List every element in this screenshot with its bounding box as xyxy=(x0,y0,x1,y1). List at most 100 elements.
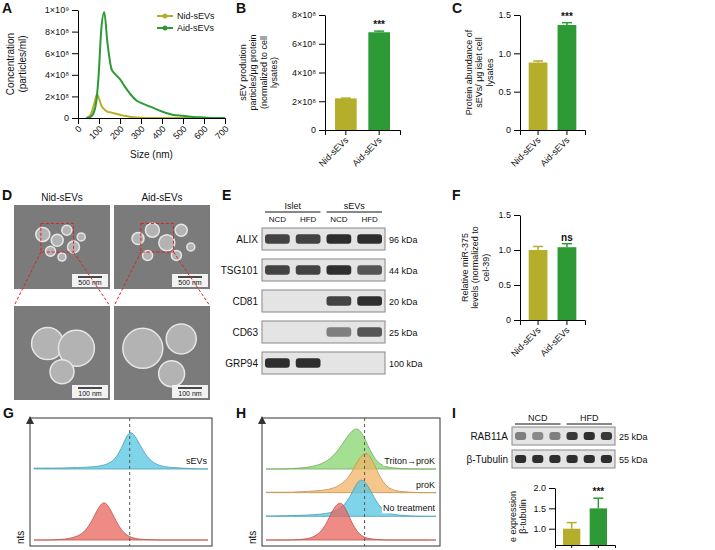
series-label: proK xyxy=(416,480,435,490)
tick-mark xyxy=(204,118,205,124)
zoom-line xyxy=(114,252,141,306)
scale-bar-patch xyxy=(72,274,108,287)
tick: Nid-sEVs xyxy=(509,130,543,169)
histogram-area xyxy=(266,454,436,493)
group-line xyxy=(327,212,383,213)
lane-label: HFD xyxy=(300,215,317,224)
vesicle xyxy=(58,253,66,261)
tick-mark xyxy=(183,118,184,124)
y-axis-title: Concentration(particles/ml) xyxy=(5,33,28,95)
axis-line xyxy=(555,489,556,546)
tick-mark xyxy=(514,250,520,251)
plot-area xyxy=(266,418,436,546)
group-label: HFD xyxy=(580,413,599,423)
tick: 0 xyxy=(73,118,84,134)
y-axis: 00.51.01.5 xyxy=(498,210,520,325)
legend: Nid-sEVs Aid-sEVs xyxy=(157,11,215,33)
band xyxy=(327,234,352,244)
legend-label: Nid-sEVs xyxy=(177,11,215,21)
tick-mark xyxy=(538,130,539,135)
axis-line xyxy=(325,16,326,131)
tick-mark xyxy=(566,130,567,135)
tick-mark xyxy=(120,118,121,124)
group-label: NCD xyxy=(528,413,548,423)
axis-line xyxy=(521,321,586,326)
tick-mark xyxy=(78,118,79,124)
band xyxy=(265,265,290,275)
tick-mark xyxy=(319,73,325,74)
tick-label: 4×10⁸ xyxy=(292,68,316,78)
error-cap xyxy=(562,22,572,24)
tick-label: 0 xyxy=(64,113,69,123)
tick: 1.0 xyxy=(498,245,520,255)
tick: Nid-sEVs xyxy=(317,130,351,169)
significance: ns xyxy=(561,232,573,243)
tick-mark xyxy=(72,96,78,97)
panel-letter: B xyxy=(236,0,246,16)
y-axis-title: sEV produtionparticles/μg protein(normal… xyxy=(238,34,279,110)
vesicle xyxy=(50,360,74,384)
tick-label: 0 xyxy=(506,125,511,135)
tick-mark xyxy=(514,215,520,216)
tick-mark xyxy=(514,15,520,16)
lane-label: HFD xyxy=(361,215,378,224)
band xyxy=(357,296,382,306)
y-axis: 02×10⁸4×10⁸6×10⁸8×10⁸ xyxy=(292,10,326,135)
error-bar xyxy=(533,61,543,63)
legend-marker xyxy=(163,14,168,19)
tick-mark xyxy=(72,53,78,54)
reference-line xyxy=(129,418,130,546)
band xyxy=(584,455,595,463)
legend-label: Aid-sEVs xyxy=(177,23,215,33)
tick-mark xyxy=(99,118,100,124)
tick: Aid-sEVs xyxy=(350,130,384,168)
tick-label: 300 xyxy=(129,124,147,142)
bar xyxy=(368,32,390,130)
significance: *** xyxy=(561,11,573,22)
band xyxy=(601,432,612,440)
tick: 0 xyxy=(64,113,78,123)
error-bar xyxy=(341,98,351,99)
blot-strip xyxy=(262,228,385,250)
panel-letter: F xyxy=(452,187,461,203)
band xyxy=(601,455,612,463)
tick-mark xyxy=(514,130,520,131)
tick-label: Nid-sEVs xyxy=(509,325,543,359)
plot-area xyxy=(335,31,390,130)
error-cap xyxy=(341,97,351,99)
band xyxy=(532,455,543,463)
protein-label: CD63 xyxy=(232,327,258,338)
tick: Aid-sEVs xyxy=(538,320,572,358)
tick-label: 2.0 xyxy=(533,483,546,493)
tick-label: 1.0 xyxy=(498,245,511,255)
tick-mark xyxy=(514,320,520,321)
protein-label: ALIX xyxy=(236,234,258,245)
vesicle xyxy=(145,223,159,237)
tick-label: Aid-sEVs xyxy=(538,135,572,169)
tick xyxy=(598,545,599,548)
group-label: sEVs xyxy=(344,201,366,211)
group-line xyxy=(265,212,321,213)
histogram-area xyxy=(266,429,436,469)
scale-bar-patch xyxy=(72,385,108,398)
tick-label: Aid-sEVs xyxy=(538,325,572,359)
x-axis: Nid-sEVsAid-sEVs xyxy=(509,130,586,169)
tick-label: 6×10⁸ xyxy=(45,49,69,59)
tick: 1.5 xyxy=(498,210,520,220)
tick: 700 xyxy=(213,118,231,141)
band xyxy=(296,296,321,306)
panel-letter: G xyxy=(3,405,14,421)
plot-area xyxy=(563,498,607,545)
histogram-area xyxy=(34,503,208,540)
band xyxy=(296,327,321,337)
x-axis: Nid-sEVsAid-sEVs xyxy=(317,130,401,169)
tick-label: 1×10⁹ xyxy=(45,5,69,15)
tick-label: 1.5 xyxy=(498,10,511,20)
tick-label: Nid-sEVs xyxy=(317,135,351,169)
scale-bar-label: 500 nm xyxy=(178,279,202,286)
tick-mark xyxy=(319,101,325,102)
bar xyxy=(529,63,548,130)
panel: Nid-sEVsAid-sEVs00.51.01.5nsRelative miR… xyxy=(460,210,586,358)
tick: 1.5 xyxy=(498,10,520,20)
significance: *** xyxy=(592,486,604,497)
